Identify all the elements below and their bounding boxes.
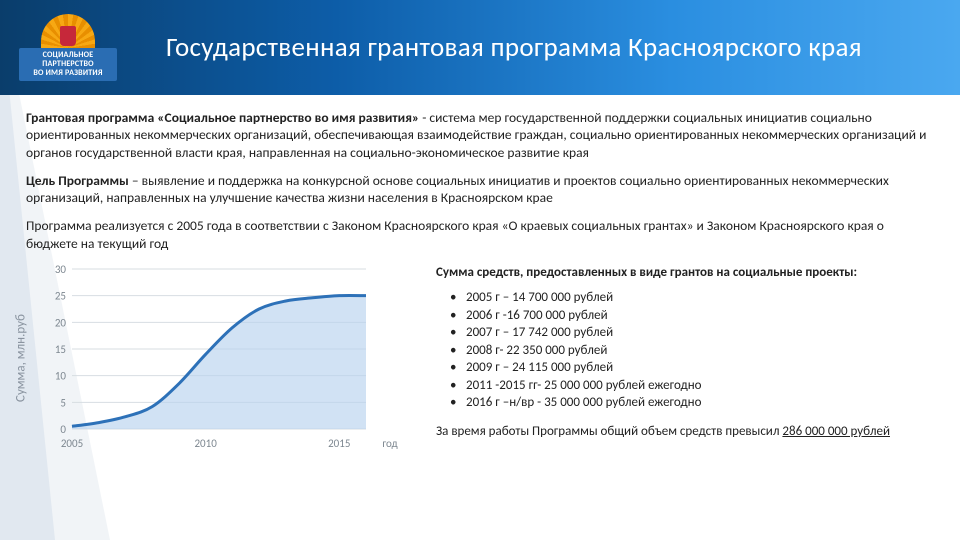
svg-text:5: 5	[60, 396, 66, 409]
funds-item: 2008 г- 22 350 000 рублей	[450, 342, 934, 360]
svg-text:2005: 2005	[61, 437, 83, 450]
funds-title: Сумма средств, предоставленных в виде гр…	[436, 265, 934, 281]
paragraph-2: Цель Программы – выявление и поддержка н…	[26, 172, 934, 207]
svg-text:год: год	[382, 437, 397, 450]
funds-item: 2011 -2015 гг- 25 000 000 рублей ежегодн…	[450, 377, 934, 395]
logo-shield-icon	[60, 26, 76, 46]
logo-text: СОЦИАЛЬНОЕ ПАРТНЕРСТВО ВО ИМЯ РАЗВИТИЯ	[19, 48, 117, 80]
funds-list: 2005 г – 14 700 000 рублей2006 г -16 700…	[450, 289, 934, 412]
svg-text:25: 25	[55, 290, 66, 303]
funds-item: 2007 г – 17 742 000 рублей	[450, 324, 934, 342]
funds-summary: За время работы Программы общий объем ср…	[436, 424, 934, 441]
funds-item: 2005 г – 14 700 000 рублей	[450, 289, 934, 307]
funds-item: 2009 г – 24 115 000 рублей	[450, 359, 934, 377]
svg-text:0: 0	[60, 423, 66, 436]
para2-bold: Цель Программы	[26, 172, 129, 189]
header: СОЦИАЛЬНОЕ ПАРТНЕРСТВО ВО ИМЯ РАЗВИТИЯ Г…	[0, 0, 960, 95]
svg-text:30: 30	[55, 263, 67, 276]
page-title: Государственная грантовая программа Крас…	[166, 31, 862, 64]
svg-text:20: 20	[55, 316, 67, 329]
svg-text:10: 10	[55, 370, 67, 383]
paragraph-1: Грантовая программа «Социальное партнерс…	[26, 109, 934, 161]
para1-bold: Грантовая программа «Социальное партнерс…	[26, 109, 419, 126]
logo-line3: ВО ИМЯ РАЗВИТИЯ	[33, 68, 102, 78]
content: Грантовая программа «Социальное партнерс…	[0, 95, 960, 453]
logo: СОЦИАЛЬНОЕ ПАРТНЕРСТВО ВО ИМЯ РАЗВИТИЯ	[18, 9, 118, 87]
summary-amount: 286 000 000 рублей	[782, 424, 890, 439]
chart-y-label: Сумма, млн.руб	[14, 314, 31, 402]
funds-item: 2016 г –н/вр - 35 000 000 рублей ежегодн…	[450, 394, 934, 412]
svg-text:2010: 2010	[194, 437, 217, 450]
summary-pre: За время работы Программы общий объем ср…	[436, 424, 782, 439]
funding-chart: Сумма, млн.руб 051015202530200520102015г…	[26, 263, 416, 453]
paragraph-3: Программа реализуется с 2005 года в соот…	[26, 217, 934, 252]
lower-section: Сумма, млн.руб 051015202530200520102015г…	[26, 263, 934, 453]
funds-panel: Сумма средств, предоставленных в виде гр…	[436, 263, 934, 453]
svg-text:2015: 2015	[328, 437, 350, 450]
para2-rest: – выявление и поддержка на конкурсной ос…	[26, 172, 889, 206]
svg-text:15: 15	[55, 343, 66, 356]
chart-svg: 0 5 10 15 20 25 30 2005 2010 2015 год	[26, 263, 416, 453]
funds-item: 2006 г -16 700 000 рублей	[450, 307, 934, 325]
